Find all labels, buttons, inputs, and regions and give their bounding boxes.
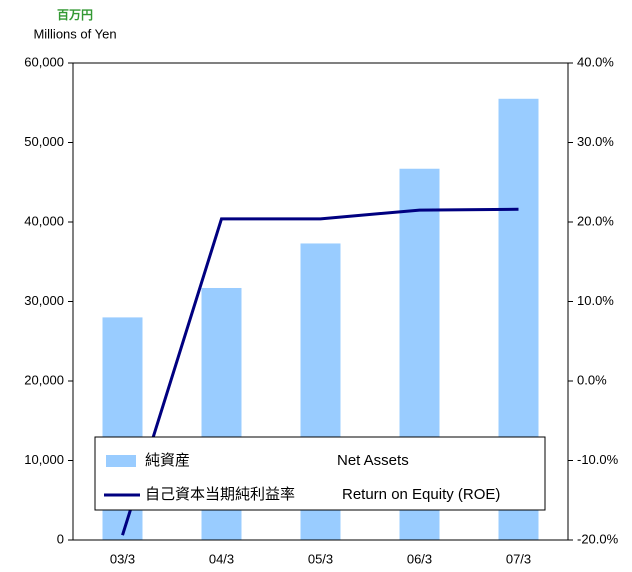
y-tick-label: 40,000 bbox=[24, 213, 64, 228]
legend bbox=[94, 436, 546, 511]
legend-label-en: Net Assets bbox=[337, 452, 409, 469]
legend-label: 純資産 bbox=[145, 452, 190, 469]
y-tick-label: 30,000 bbox=[24, 293, 64, 308]
y-tick-label: 0 bbox=[57, 531, 64, 546]
x-tick-label: 06/3 bbox=[407, 551, 432, 566]
y-tick-label: 10,000 bbox=[24, 452, 64, 467]
x-tick-label: 04/3 bbox=[209, 551, 234, 566]
y2-tick-label: 0.0% bbox=[577, 372, 607, 387]
unit-label: Millions of Yen bbox=[33, 26, 116, 41]
y2-tick-label: 10.0% bbox=[577, 293, 614, 308]
y-tick-label: 20,000 bbox=[24, 372, 64, 387]
y2-tick-label: -20.0% bbox=[577, 531, 619, 546]
roe-line bbox=[121, 207, 519, 536]
y-tick-label: 60,000 bbox=[24, 54, 64, 69]
legend-label-en: Return on Equity (ROE) bbox=[342, 486, 500, 503]
x-tick-label: 07/3 bbox=[506, 551, 531, 566]
plot-frame bbox=[72, 62, 569, 541]
legend-label: 自己資本当期純利益率 bbox=[145, 486, 295, 503]
x-tick-label: 03/3 bbox=[110, 551, 135, 566]
y2-tick-label: 40.0% bbox=[577, 54, 614, 69]
y2-tick-label: 30.0% bbox=[577, 134, 614, 149]
legend-swatch bbox=[106, 455, 136, 467]
y-tick-label: 50,000 bbox=[24, 134, 64, 149]
unit-label-ja: 百万円 bbox=[57, 8, 93, 22]
y2-tick-label: 20.0% bbox=[577, 213, 614, 228]
x-tick-label: 05/3 bbox=[308, 551, 333, 566]
y2-tick-label: -10.0% bbox=[577, 452, 619, 467]
